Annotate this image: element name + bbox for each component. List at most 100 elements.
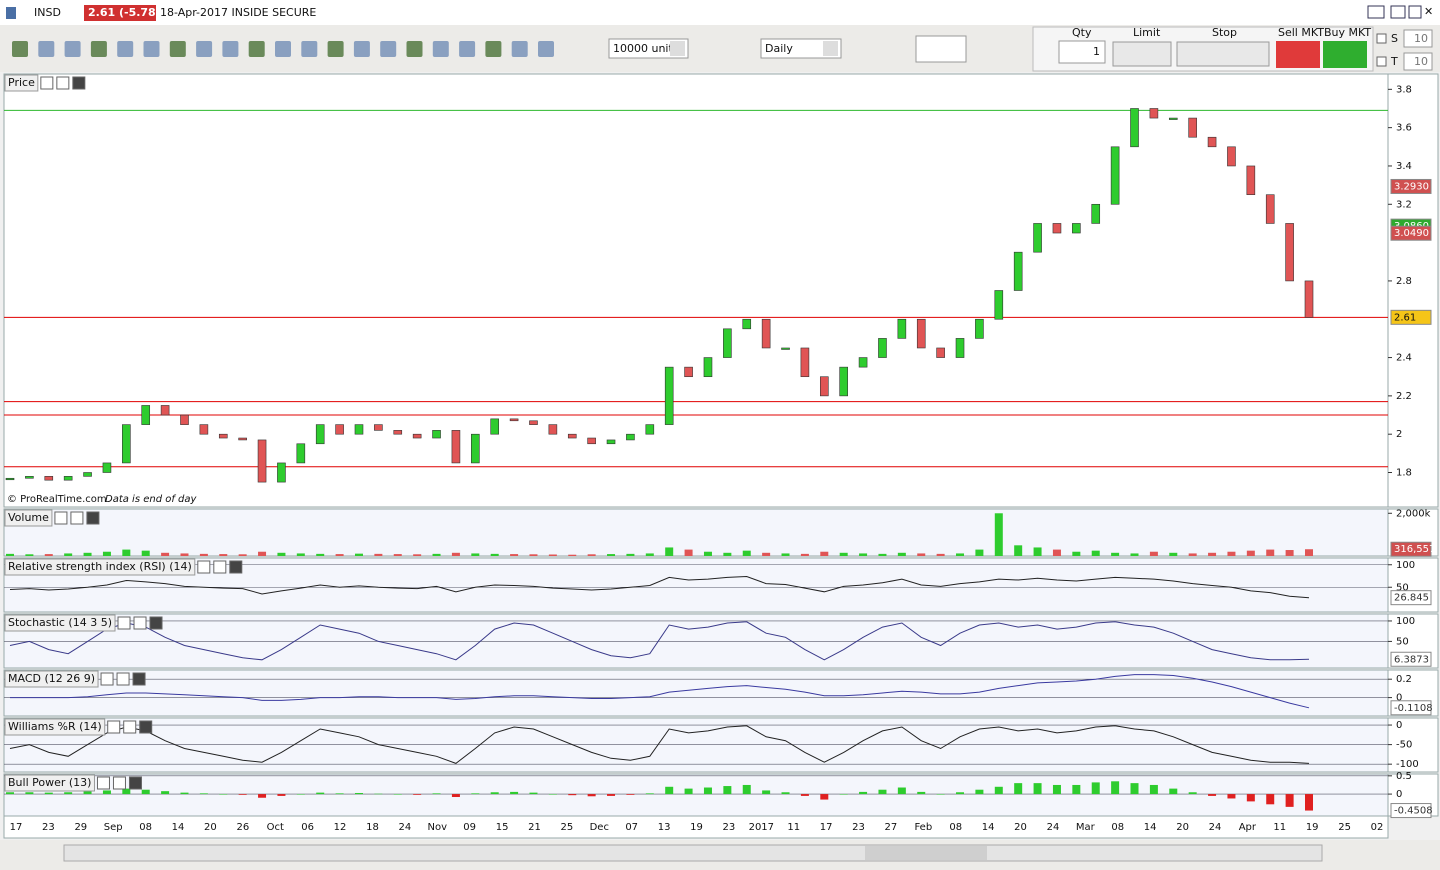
panel-button[interactable] [132, 672, 146, 686]
tool-icon[interactable] [459, 41, 476, 57]
bar [277, 552, 286, 556]
bar [374, 553, 383, 556]
sell-button[interactable] [1276, 41, 1320, 68]
limit-buttons[interactable] [1112, 41, 1172, 67]
panel-button[interactable] [54, 511, 68, 525]
tool-icon[interactable] [432, 41, 449, 57]
minimize-button[interactable] [1390, 5, 1406, 19]
tool-icon[interactable] [275, 41, 291, 57]
period-select[interactable] [760, 38, 842, 59]
bar [258, 551, 267, 556]
panel-button[interactable] [40, 76, 54, 90]
axis-area [1387, 73, 1439, 508]
candle [180, 414, 189, 425]
checkbox[interactable] [1376, 56, 1387, 67]
bar [316, 792, 325, 795]
panel-button[interactable] [72, 76, 86, 90]
panel-button[interactable] [133, 616, 147, 630]
panel-button[interactable] [229, 560, 243, 574]
bar [742, 550, 751, 556]
value-box [1390, 590, 1432, 606]
chart-style-button[interactable] [915, 35, 967, 63]
bar [199, 793, 208, 795]
scroll-thumb[interactable] [865, 846, 987, 860]
panel-button[interactable] [70, 511, 84, 525]
tool-icon[interactable] [248, 41, 265, 57]
y-tick-label: 100 [1396, 616, 1415, 627]
panel-title-box [4, 670, 99, 688]
bar [568, 554, 577, 556]
checkbox[interactable] [1376, 33, 1387, 44]
close-button[interactable]: ✕ [1424, 5, 1433, 18]
panel-button[interactable] [100, 672, 114, 686]
units-select[interactable] [608, 38, 689, 59]
t-input[interactable] [1403, 52, 1433, 71]
candle [1052, 223, 1062, 234]
tool-icon[interactable] [511, 41, 528, 57]
y-tick-label: 2.8 [1396, 276, 1412, 287]
tool-icon[interactable] [169, 41, 186, 57]
bar [1052, 549, 1061, 556]
panel-button[interactable] [128, 776, 142, 790]
buy-button[interactable] [1323, 41, 1367, 68]
candle [955, 338, 965, 358]
bar [393, 554, 402, 556]
panel-button[interactable] [149, 616, 163, 630]
bar [878, 553, 887, 556]
y-tick-label: 50 [1396, 582, 1409, 593]
panel-button[interactable] [139, 720, 153, 734]
tool-icon[interactable] [353, 41, 370, 57]
candle [975, 318, 984, 339]
candle [878, 338, 887, 358]
tool-icon[interactable] [117, 41, 134, 57]
tool-icon[interactable] [38, 41, 55, 57]
x-tick-label: 20 [1014, 822, 1027, 833]
maximize-button[interactable] [1408, 5, 1422, 19]
panel-button[interactable] [117, 616, 131, 630]
tool-icon[interactable] [143, 41, 160, 57]
tool-icon[interactable] [301, 41, 318, 57]
y-tick-label: 2.4 [1396, 353, 1412, 364]
panel-button[interactable] [86, 511, 100, 525]
panel-button[interactable] [96, 776, 110, 790]
candle [936, 347, 945, 358]
x-tick-label: 19 [690, 822, 703, 833]
tool-icon[interactable] [90, 41, 107, 57]
tool-icon[interactable] [538, 41, 554, 57]
panel-button[interactable] [56, 76, 70, 90]
panel-button[interactable] [123, 720, 137, 734]
candle [1188, 117, 1197, 138]
tool-icon[interactable] [222, 41, 239, 57]
tool-icon[interactable] [196, 41, 213, 57]
tool-icon[interactable] [406, 41, 423, 57]
tool-icon[interactable] [327, 41, 344, 57]
bar [684, 788, 693, 795]
tool-icon[interactable] [64, 41, 81, 57]
x-tick-label: 26 [236, 822, 249, 833]
scrollbar[interactable] [63, 844, 1323, 862]
panel-button[interactable] [107, 720, 121, 734]
panel-button[interactable] [197, 560, 211, 574]
bar [219, 554, 228, 556]
buy-label: Buy MKT [1324, 26, 1371, 39]
panel-button[interactable] [213, 560, 227, 574]
stop-buttons[interactable] [1176, 41, 1270, 67]
bar [510, 791, 519, 795]
s-input[interactable] [1403, 29, 1433, 48]
candle [1227, 146, 1236, 167]
x-tick-label: Apr [1239, 822, 1257, 833]
tool-icon[interactable] [12, 41, 28, 57]
panel-button[interactable] [116, 672, 130, 686]
tool-icon[interactable] [380, 41, 397, 57]
x-tick-label: 08 [1111, 822, 1124, 833]
bar [548, 554, 557, 556]
value-box [1390, 803, 1432, 819]
tool-icon[interactable] [485, 41, 502, 57]
bar [587, 794, 596, 797]
bar [6, 553, 14, 556]
window-button[interactable] [1367, 5, 1385, 19]
qty-input[interactable] [1058, 40, 1106, 64]
panel-button[interactable] [112, 776, 126, 790]
value-label: 3.2930 [1394, 181, 1429, 192]
candle [529, 420, 538, 425]
